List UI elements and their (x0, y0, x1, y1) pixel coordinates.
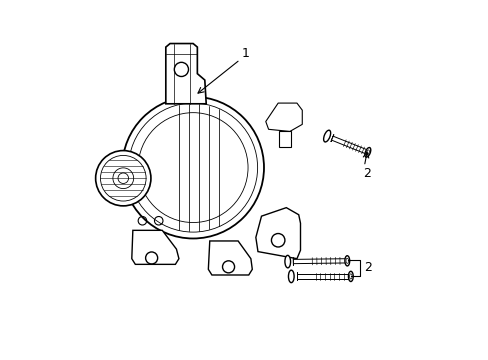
Ellipse shape (288, 270, 293, 283)
Polygon shape (279, 131, 291, 147)
Ellipse shape (323, 130, 330, 142)
Polygon shape (255, 208, 300, 259)
Polygon shape (265, 103, 302, 131)
Text: 2: 2 (364, 261, 371, 274)
Ellipse shape (122, 97, 264, 238)
Polygon shape (293, 259, 346, 264)
Text: 1: 1 (241, 46, 249, 60)
Ellipse shape (96, 150, 151, 206)
Text: 2: 2 (362, 167, 370, 180)
Ellipse shape (344, 256, 349, 266)
Polygon shape (132, 230, 179, 264)
Polygon shape (331, 136, 368, 154)
Polygon shape (296, 274, 350, 279)
Polygon shape (208, 241, 252, 275)
Ellipse shape (364, 148, 370, 157)
Ellipse shape (348, 271, 352, 282)
Polygon shape (165, 44, 206, 104)
Polygon shape (330, 135, 333, 142)
Ellipse shape (285, 255, 290, 268)
